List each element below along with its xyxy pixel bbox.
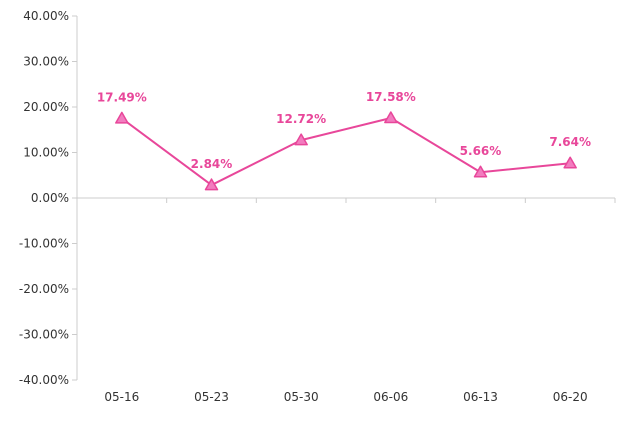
y-tick-label: -30.00% (19, 328, 69, 342)
data-label: 2.84% (191, 157, 233, 171)
data-label: 17.49% (97, 90, 147, 104)
data-point-marker[interactable] (115, 111, 129, 124)
data-label: 17.58% (366, 90, 416, 104)
y-tick-label: -40.00% (19, 373, 69, 387)
data-label: 12.72% (276, 112, 326, 126)
y-tick-label: -10.00% (19, 237, 69, 251)
data-labels-group: 17.49% 2.84% 12.72% 17.58% 5.66% 7.64% (97, 90, 591, 171)
data-point-marker[interactable] (294, 133, 308, 146)
data-label: 7.64% (549, 135, 591, 149)
data-label: 5.66% (460, 144, 502, 158)
y-tick-label: 20.00% (23, 100, 69, 114)
x-tick-label: 06-13 (463, 390, 498, 404)
x-tick-label: 06-20 (553, 390, 588, 404)
x-tick-label: 06-06 (373, 390, 408, 404)
series-line (121, 117, 571, 187)
data-point-marker[interactable] (384, 111, 398, 124)
x-tick-label: 05-30 (284, 390, 319, 404)
y-tick-label: 40.00% (23, 9, 69, 23)
series-line-group (115, 111, 577, 191)
y-tick-label: 10.00% (23, 146, 69, 160)
y-tick-label: -20.00% (19, 282, 69, 296)
data-point-marker[interactable] (204, 178, 219, 191)
x-tick-label: 05-16 (104, 390, 139, 404)
x-tick-label: 05-23 (194, 390, 229, 404)
data-point-marker[interactable] (563, 156, 577, 169)
y-tick-label: 30.00% (23, 55, 69, 69)
data-point-marker[interactable] (473, 165, 488, 178)
y-axis: 40.00% 30.00% 20.00% 10.00% 0.00% -10.00% -20.… (19, 9, 78, 387)
x-axis: 05-16 05-23 05-30 06-06 06-13 06-20 (76, 197, 616, 404)
y-tick-label: 0.00% (31, 191, 69, 205)
